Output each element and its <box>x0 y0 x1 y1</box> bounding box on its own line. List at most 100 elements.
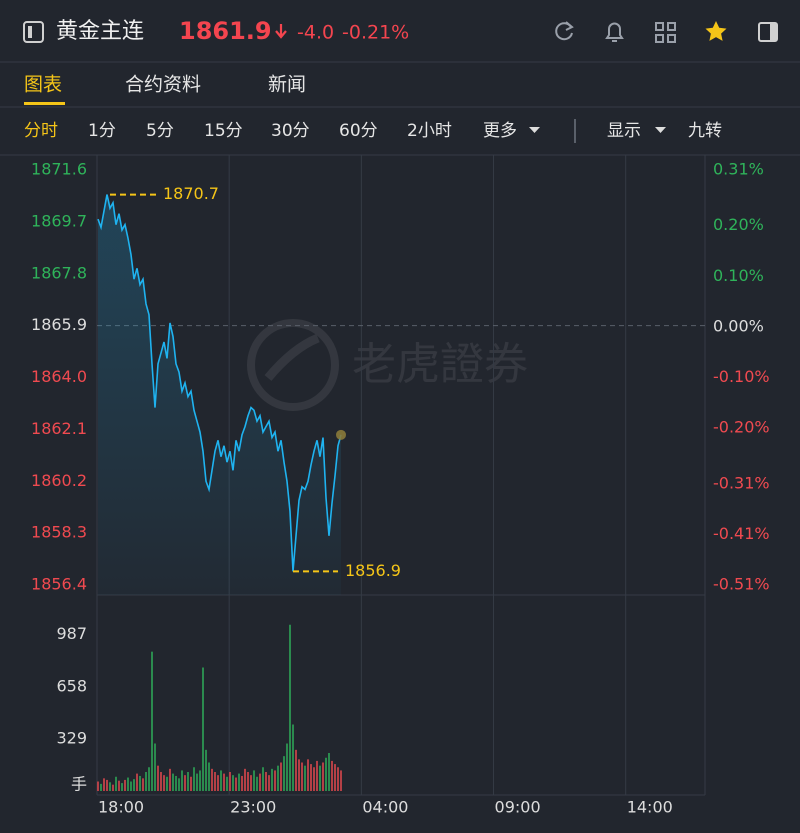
volume-bar <box>157 765 159 791</box>
volume-bar <box>304 765 306 791</box>
volume-bar <box>187 772 189 791</box>
volume-bar <box>139 775 141 791</box>
period-option[interactable]: 30分 <box>271 121 310 141</box>
period-option[interactable]: 2小时 <box>407 121 452 141</box>
y2-tick-label: 0.20% <box>713 215 764 234</box>
volume-bar <box>103 778 105 791</box>
volume-bar <box>166 776 168 791</box>
x-tick-label: 18:00 <box>98 798 144 817</box>
volume-bar <box>298 759 300 791</box>
volume-bar <box>127 777 129 791</box>
volume-bar <box>178 778 180 791</box>
volume-bar <box>340 770 342 791</box>
volume-bar <box>283 756 285 791</box>
volume-bar <box>274 770 276 791</box>
y2-tick-label: 0.00% <box>713 316 764 335</box>
period-option[interactable]: 60分 <box>339 121 378 141</box>
price-area <box>98 194 341 595</box>
period-option[interactable]: 1分 <box>88 121 116 141</box>
volume-bar <box>295 749 297 791</box>
volume-bar <box>316 760 318 791</box>
display-option[interactable]: 显示 <box>607 121 641 141</box>
volume-bar <box>307 759 309 791</box>
grid-icon <box>655 34 664 43</box>
grid-icon <box>655 22 664 31</box>
watermark: 老虎證券 <box>352 339 528 390</box>
period-option[interactable]: 5分 <box>146 121 174 141</box>
y2-tick-label: -0.10% <box>713 367 770 386</box>
y-tick-label: 1864.0 <box>31 367 87 386</box>
display-option[interactable]: 九转 <box>688 121 722 141</box>
volume-bar <box>118 780 120 791</box>
panel-icon-fill <box>770 23 777 41</box>
volume-bar <box>301 762 303 791</box>
y2-tick-label: -0.31% <box>713 473 770 492</box>
layout-button[interactable] <box>655 22 676 43</box>
tab[interactable]: 合约资料 <box>125 74 201 96</box>
volume-bar <box>205 749 207 791</box>
volume-bar <box>193 767 195 791</box>
volume-bar <box>334 764 336 791</box>
y-tick-label: 1856.4 <box>31 575 87 594</box>
y-tick-label: 1858.3 <box>31 523 87 542</box>
volume-bar <box>322 762 324 791</box>
y2-tick-label: -0.20% <box>713 418 770 437</box>
logo-stroke <box>264 333 320 381</box>
volume-bar <box>268 775 270 791</box>
volume-bar <box>229 772 231 791</box>
alert-button[interactable] <box>605 22 624 42</box>
change-pct: -0.21% <box>342 22 409 44</box>
volume-bar <box>121 783 123 791</box>
volume-bar <box>328 753 330 791</box>
volume-bar <box>262 767 264 791</box>
last-price-dot <box>336 429 346 440</box>
volume-bar <box>265 772 267 791</box>
volume-bar <box>325 757 327 791</box>
y-tick-label: 329 <box>56 728 87 747</box>
watermark-logo <box>247 319 339 411</box>
x-tick-label: 09:00 <box>495 798 541 817</box>
volume-bar <box>97 781 99 791</box>
back-icon <box>23 21 44 43</box>
y-tick-label: 987 <box>56 624 87 643</box>
volume-bar <box>220 770 222 791</box>
volume-bar <box>175 775 177 791</box>
dropdown-caret <box>529 127 540 133</box>
volume-bar <box>112 784 114 791</box>
back-icon-bar <box>28 26 32 38</box>
back-button[interactable] <box>23 21 44 43</box>
bell-icon <box>605 22 624 42</box>
x-tick-label: 23:00 <box>230 798 276 817</box>
period-option[interactable]: 15分 <box>204 121 243 141</box>
period-option[interactable]: 分时 <box>24 121 58 141</box>
tab[interactable]: 图表 <box>24 74 62 96</box>
volume-bar <box>238 773 240 791</box>
volume-bar <box>337 767 339 791</box>
volume-bar <box>109 782 111 791</box>
refresh-button[interactable] <box>555 21 574 41</box>
volume-bar <box>232 775 234 791</box>
x-tick-label: 04:00 <box>362 798 408 817</box>
volume-bar <box>235 777 237 791</box>
y2-tick-label: -0.41% <box>713 524 770 543</box>
y-tick-label: 1867.8 <box>31 263 87 282</box>
x-tick-label: 14:00 <box>627 798 673 817</box>
volume-bar <box>241 775 243 791</box>
volume-bar <box>331 760 333 791</box>
price: 1861.9 <box>179 17 272 45</box>
period-option[interactable]: 更多 <box>483 121 517 141</box>
favorite-star[interactable] <box>705 21 727 41</box>
y-tick-label: 1862.1 <box>31 419 87 438</box>
volume-bar <box>292 724 294 791</box>
price-line <box>97 194 342 572</box>
y2-tick-label: 0.10% <box>713 266 764 285</box>
tab-underline <box>24 102 65 105</box>
tab[interactable]: 新闻 <box>268 74 306 96</box>
volume-bar <box>172 773 174 791</box>
volume-bar <box>142 778 144 791</box>
panel-button[interactable] <box>758 22 778 42</box>
volume-bar <box>271 768 273 791</box>
volume-unit: 手 <box>71 775 87 794</box>
volume-bar <box>184 775 186 791</box>
